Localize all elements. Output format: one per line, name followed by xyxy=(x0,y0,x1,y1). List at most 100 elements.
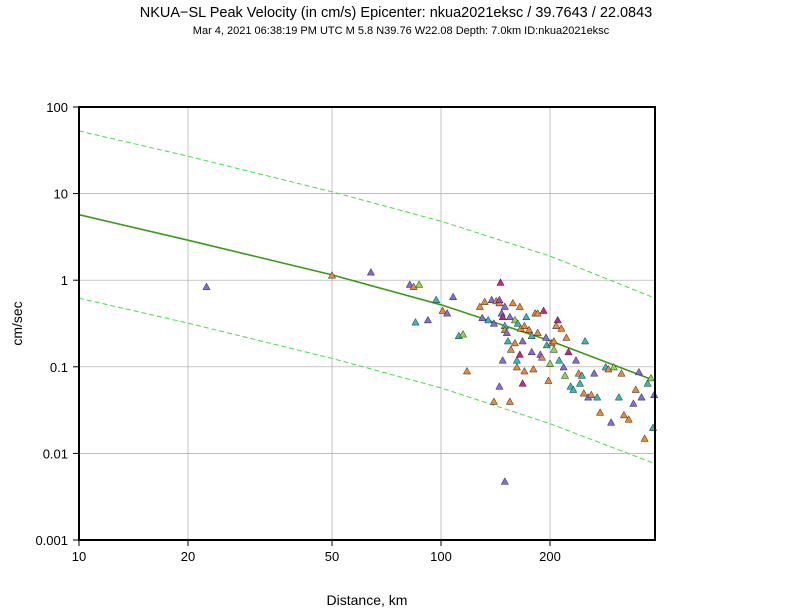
station-marker xyxy=(415,280,424,288)
station-marker xyxy=(624,415,633,423)
station-marker xyxy=(549,345,558,353)
station-marker xyxy=(643,379,652,387)
station-marker xyxy=(487,295,496,303)
station-marker xyxy=(617,369,626,377)
prediction-curves xyxy=(78,130,656,465)
y-tick-label: 10 xyxy=(54,187,68,202)
station-marker xyxy=(646,373,655,382)
station-marker xyxy=(484,315,493,324)
station-marker xyxy=(423,315,432,324)
station-marker xyxy=(619,410,628,419)
station-marker xyxy=(502,328,511,336)
curve-prediction-upper xyxy=(78,130,656,299)
y-tick-label: 0.1 xyxy=(50,360,68,375)
station-points xyxy=(202,268,659,485)
station-marker xyxy=(432,295,441,303)
station-marker xyxy=(640,434,649,442)
y-tick-label: 1 xyxy=(61,273,68,288)
station-marker xyxy=(518,379,527,387)
x-axis-label: Distance, km xyxy=(327,592,408,608)
station-marker xyxy=(443,309,452,317)
station-marker xyxy=(533,328,542,336)
station-marker xyxy=(458,330,468,338)
station-marker xyxy=(500,302,509,310)
station-marker xyxy=(512,362,521,371)
station-marker xyxy=(607,418,616,426)
station-marker xyxy=(500,477,509,485)
station-marker xyxy=(529,364,538,373)
station-marker xyxy=(515,350,524,358)
station-marker xyxy=(411,318,420,326)
station-marker xyxy=(475,302,484,310)
station-marker xyxy=(559,362,568,371)
y-tick-label: 0.001 xyxy=(35,533,68,548)
station-marker xyxy=(537,353,546,361)
station-marker xyxy=(637,393,646,401)
station-marker xyxy=(544,376,553,384)
curve-prediction xyxy=(78,213,656,382)
station-marker xyxy=(569,385,578,393)
station-marker xyxy=(505,397,514,405)
x-tick-label: 10 xyxy=(72,549,86,564)
station-marker xyxy=(581,336,590,345)
station-marker xyxy=(609,362,618,371)
x-tick-label: 20 xyxy=(181,549,195,564)
station-marker xyxy=(614,393,623,401)
station-marker xyxy=(629,399,638,407)
station-marker xyxy=(539,306,548,314)
station-marker xyxy=(495,382,504,390)
x-tick-label: 200 xyxy=(539,549,561,564)
station-marker xyxy=(478,313,487,322)
station-marker xyxy=(590,369,599,377)
station-marker xyxy=(553,315,562,324)
station-marker xyxy=(462,366,472,375)
station-marker xyxy=(571,356,581,364)
station-marker xyxy=(409,282,418,290)
station-marker xyxy=(562,333,571,341)
chart-subtitle: Mar 4, 2021 06:38:19 PM UTC M 5.8 N39.76… xyxy=(192,25,610,37)
station-marker xyxy=(533,309,542,317)
station-marker xyxy=(596,408,605,416)
station-marker xyxy=(555,356,564,364)
station-marker xyxy=(508,298,517,307)
y-axis-label: cm/sec xyxy=(9,301,25,345)
station-marker xyxy=(489,319,498,327)
station-marker xyxy=(366,268,375,276)
x-tick-label: 100 xyxy=(430,549,452,564)
station-marker xyxy=(520,321,529,329)
station-marker xyxy=(480,297,489,305)
station-marker xyxy=(541,333,551,341)
station-marker xyxy=(557,324,566,332)
station-marker xyxy=(564,347,573,356)
station-marker xyxy=(631,385,640,393)
station-marker xyxy=(604,364,613,373)
chart-title: NKUA−SL Peak Velocity (in cm/s) Epicente… xyxy=(139,5,653,21)
y-tick-label: 100 xyxy=(46,100,68,115)
station-marker xyxy=(202,282,211,290)
station-marker xyxy=(579,389,588,397)
station-marker xyxy=(524,325,534,333)
station-marker xyxy=(577,371,586,379)
station-marker xyxy=(527,331,536,339)
station-marker xyxy=(503,336,512,345)
station-marker xyxy=(496,278,505,286)
station-marker xyxy=(438,306,447,314)
station-marker xyxy=(498,356,507,364)
station-marker xyxy=(513,319,522,327)
station-marker xyxy=(505,312,514,321)
plot-frame xyxy=(78,106,656,541)
station-marker xyxy=(593,393,602,401)
station-marker xyxy=(522,312,531,321)
station-marker xyxy=(510,338,519,347)
station-marker xyxy=(634,367,643,376)
curve-prediction-lower xyxy=(78,297,656,465)
axis-ticks: 10 20 50 100 200 0.001 0.01 0.1 1 10 100 xyxy=(35,100,560,564)
station-marker xyxy=(327,271,337,279)
station-marker xyxy=(489,397,498,405)
station-marker xyxy=(498,312,507,321)
station-marker xyxy=(520,366,529,375)
station-marker xyxy=(512,356,521,364)
x-tick-label: 50 xyxy=(325,549,339,564)
station-marker xyxy=(506,345,515,353)
y-tick-label: 0.01 xyxy=(43,446,68,461)
